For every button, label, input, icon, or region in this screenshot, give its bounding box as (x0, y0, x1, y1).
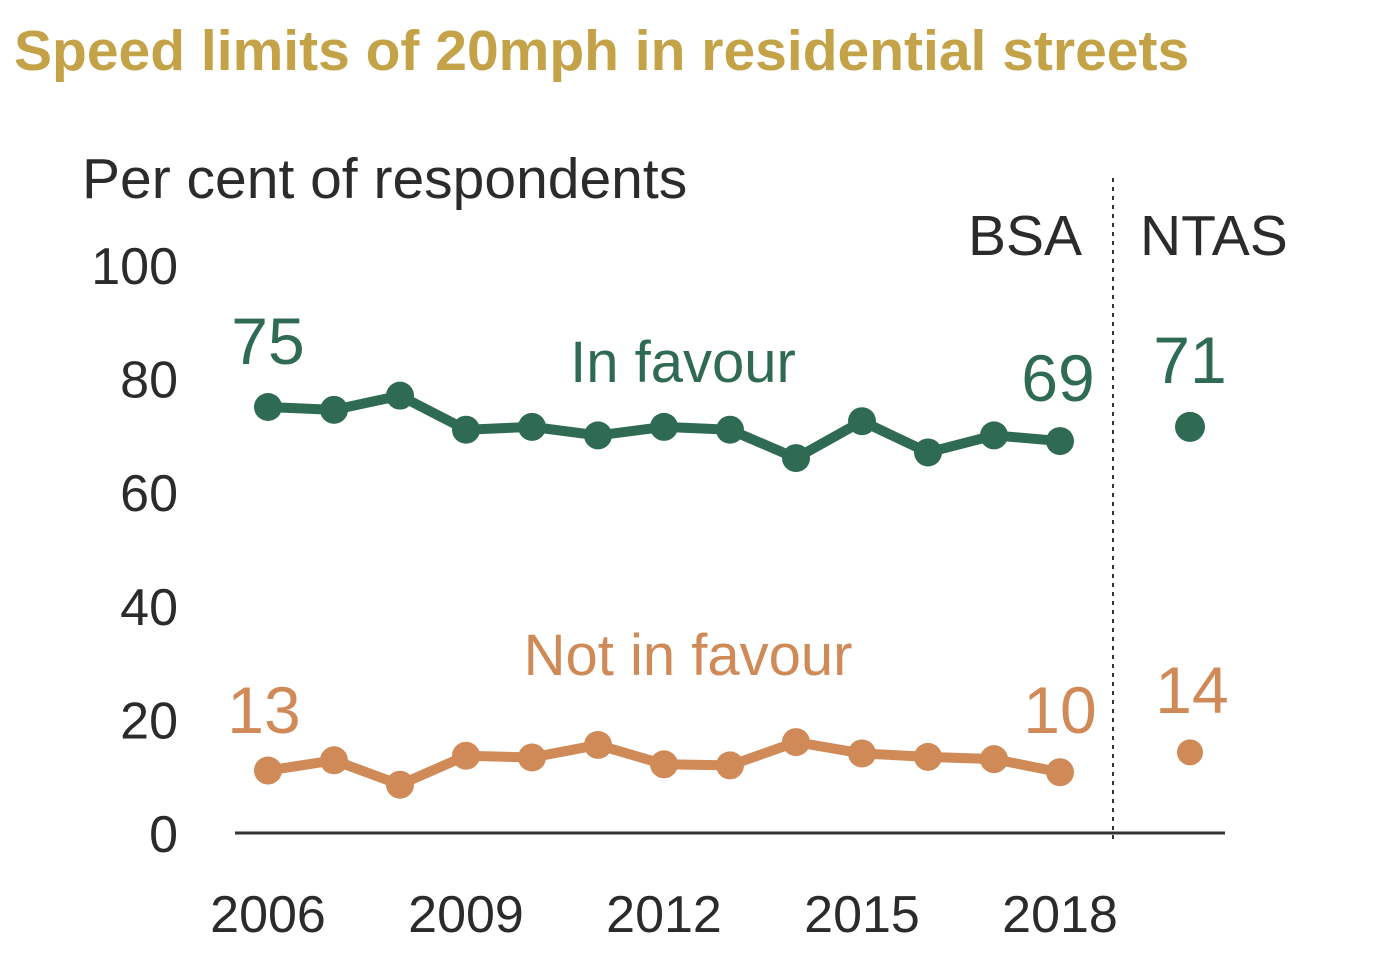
y-tick-label: 40 (120, 579, 178, 637)
not-in-favour-start-label: 13 (227, 673, 300, 747)
in-favour-point (782, 444, 810, 473)
not-in-favour-ntas-label: 14 (1155, 653, 1228, 727)
x-tick-label: 2012 (606, 886, 722, 944)
not-in-favour-point (518, 743, 546, 772)
x-tick-label: 2015 (804, 886, 920, 944)
source-label-bsa: BSA (968, 204, 1082, 268)
y-tick-labels: 0 20 40 60 80 100 (91, 238, 178, 864)
source-label-ntas: NTAS (1140, 204, 1288, 268)
in-favour-ntas-point (1175, 411, 1205, 442)
y-tick-label: 60 (120, 465, 178, 523)
in-favour-point (650, 412, 678, 441)
not-in-favour-point (782, 728, 810, 757)
in-favour-point (1046, 427, 1074, 456)
in-favour-point (716, 415, 744, 444)
not-in-favour-point (1046, 758, 1074, 787)
not-in-favour-point (584, 730, 612, 759)
in-favour-point (452, 415, 480, 444)
in-favour-point (914, 438, 942, 467)
x-tick-label: 2009 (408, 886, 524, 944)
in-favour-start-label: 75 (231, 304, 304, 378)
in-favour-points (254, 381, 1074, 473)
y-tick-label: 20 (120, 692, 178, 750)
not-in-favour-point (716, 751, 744, 780)
in-favour-end-label: 69 (1021, 341, 1094, 415)
chart-title: Speed limits of 20mph in residential str… (14, 19, 1189, 83)
not-in-favour-points (254, 728, 1074, 799)
in-favour-point (518, 412, 546, 441)
x-tick-label: 2006 (210, 886, 326, 944)
y-axis-label: Per cent of respondents (82, 147, 687, 211)
in-favour-ntas-label: 71 (1153, 323, 1226, 397)
not-in-favour-legend-label: Not in favour (524, 623, 853, 688)
y-tick-label: 0 (149, 806, 178, 864)
not-in-favour-point (452, 741, 480, 770)
in-favour-point (584, 421, 612, 450)
y-tick-label: 80 (120, 352, 178, 410)
in-favour-point (320, 395, 348, 424)
series-not-in-favour: Not in favour 13 10 14 (227, 623, 1229, 799)
in-favour-legend-label: In favour (570, 330, 796, 395)
in-favour-point (980, 421, 1008, 450)
not-in-favour-point (254, 756, 282, 785)
not-in-favour-point (320, 746, 348, 775)
y-tick-label: 100 (91, 238, 178, 296)
not-in-favour-point (386, 770, 414, 799)
not-in-favour-point (914, 742, 942, 771)
not-in-favour-point (650, 750, 678, 779)
x-tick-labels: 2006 2009 2012 2015 2018 (210, 886, 1118, 944)
not-in-favour-end-label: 10 (1023, 673, 1096, 747)
series-in-favour: In favour 75 69 71 (231, 304, 1227, 473)
in-favour-point (254, 393, 282, 421)
x-tick-label: 2018 (1002, 886, 1118, 944)
in-favour-point (386, 381, 414, 410)
in-favour-point (848, 407, 876, 436)
not-in-favour-point (980, 745, 1008, 774)
not-in-favour-point (848, 739, 876, 768)
not-in-favour-ntas-point (1177, 739, 1203, 766)
